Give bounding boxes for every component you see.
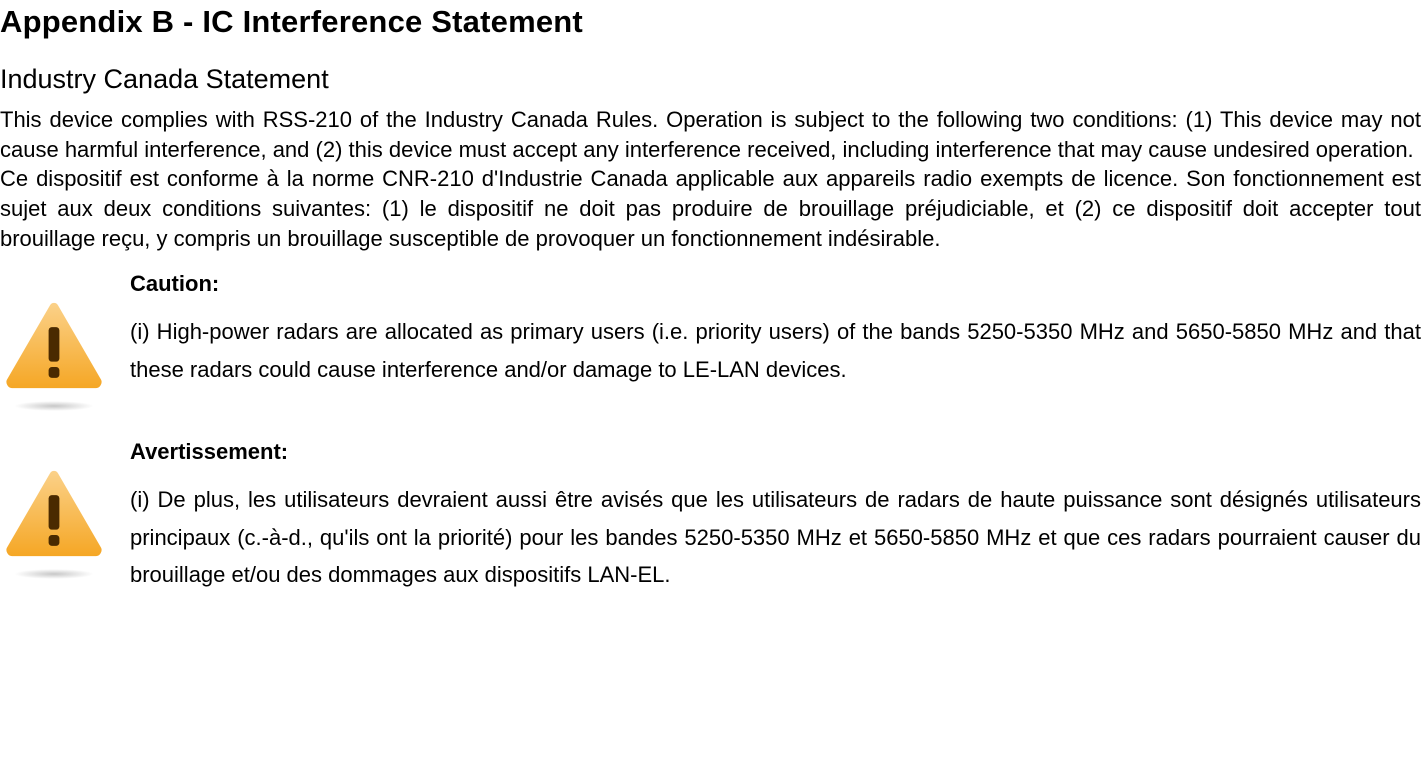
document-page: Appendix B - IC Interference Statement I…	[0, 4, 1421, 594]
caution-icon-col	[0, 271, 130, 411]
caution-callout: Caution: (i) High-power radars are alloc…	[0, 271, 1421, 411]
warning-icon	[0, 465, 108, 579]
warning-icon	[0, 297, 108, 411]
caution-text: Caution: (i) High-power radars are alloc…	[130, 271, 1421, 388]
avertissement-text: Avertissement: (i) De plus, les utilisat…	[130, 439, 1421, 593]
paragraph-english: This device complies with RSS-210 of the…	[0, 105, 1421, 164]
caution-body: (i) High-power radars are allocated as p…	[130, 313, 1421, 388]
appendix-title: Appendix B - IC Interference Statement	[0, 4, 1421, 40]
paragraph-french: Ce dispositif est conforme à la norme CN…	[0, 164, 1421, 253]
intro-paragraphs: This device complies with RSS-210 of the…	[0, 105, 1421, 253]
warning-icon-shadow	[14, 569, 94, 579]
section-heading: Industry Canada Statement	[0, 64, 1421, 95]
avertissement-callout: Avertissement: (i) De plus, les utilisat…	[0, 439, 1421, 593]
caution-heading: Caution:	[130, 271, 1421, 297]
warning-icon-shadow	[14, 401, 94, 411]
avertissement-body: (i) De plus, les utilisateurs devraient …	[130, 481, 1421, 593]
avertissement-icon-col	[0, 439, 130, 579]
avertissement-heading: Avertissement:	[130, 439, 1421, 465]
